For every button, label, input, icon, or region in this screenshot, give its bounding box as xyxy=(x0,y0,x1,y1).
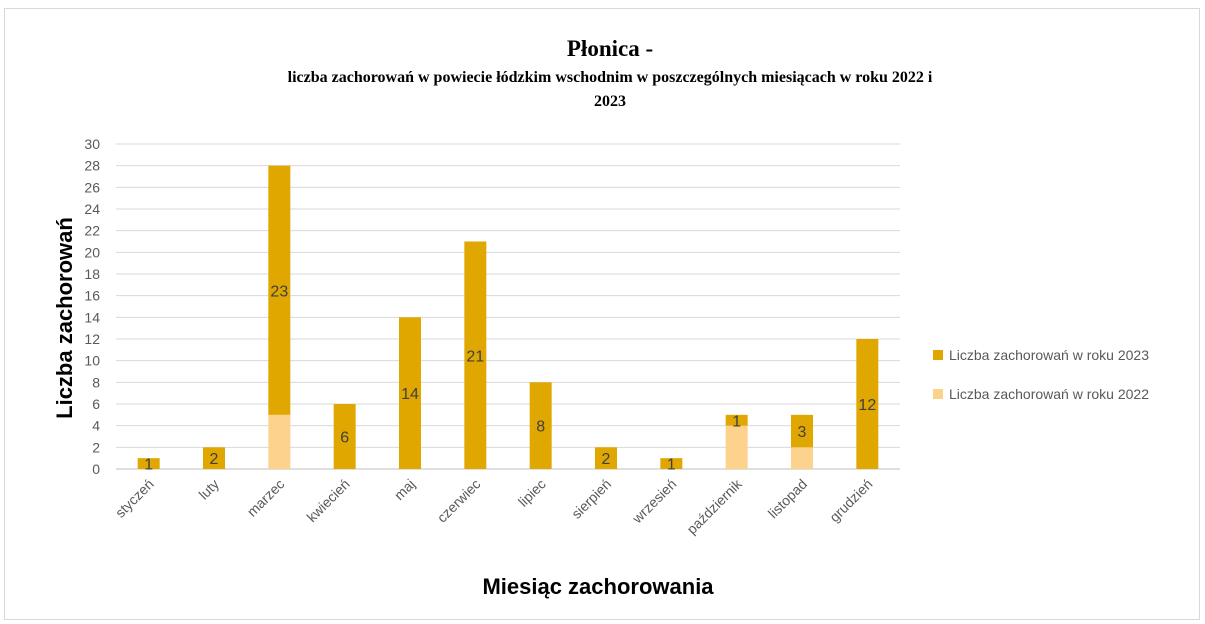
x-tick-label: listopad xyxy=(765,476,810,521)
bar-segment xyxy=(595,447,617,469)
y-tick-label: 6 xyxy=(92,396,100,412)
data-label: 21 xyxy=(466,348,484,365)
data-label: 1 xyxy=(732,413,741,430)
y-tick-label: 10 xyxy=(84,353,100,369)
x-tick-label: maj xyxy=(391,476,418,503)
bar-segment xyxy=(203,447,225,469)
data-label: 3 xyxy=(798,424,807,441)
x-tick-label: czerwiec xyxy=(434,476,484,526)
chart-title: Płonica - xyxy=(567,36,653,61)
x-tick-label: styczeń xyxy=(112,476,157,521)
data-label: 6 xyxy=(340,430,349,447)
chart-frame xyxy=(4,8,1200,620)
y-tick-label: 2 xyxy=(92,439,100,455)
y-tick-label: 30 xyxy=(84,136,100,152)
bar-segment xyxy=(333,404,356,469)
bar-segment xyxy=(268,414,291,469)
bar-segment xyxy=(268,165,291,415)
y-axis-title: Liczba zachorowań xyxy=(52,217,77,419)
y-tick-label: 26 xyxy=(84,179,100,195)
bar-segment xyxy=(464,241,487,469)
bar-segment xyxy=(856,339,879,469)
bar-segment xyxy=(399,317,421,469)
y-tick-label: 16 xyxy=(84,288,100,304)
y-tick-label: 22 xyxy=(84,223,100,239)
x-tick-label: marzec xyxy=(244,476,288,520)
bar-segment xyxy=(660,458,683,469)
chart-subtitle-line-2: 2023 xyxy=(594,93,626,110)
data-label: 1 xyxy=(144,457,153,474)
bars xyxy=(137,165,879,469)
x-tick-label: grudzień xyxy=(826,476,875,525)
x-tick-label: wrzesień xyxy=(628,476,679,527)
gridlines xyxy=(116,143,900,470)
x-axis-title: Miesiąc zachorowania xyxy=(482,574,714,599)
data-label: 2 xyxy=(210,451,219,468)
legend-label: Liczba zachorowań w roku 2023 xyxy=(949,347,1149,363)
legend-swatch xyxy=(933,350,943,360)
y-tick-label: 14 xyxy=(84,309,100,325)
y-tick-label: 8 xyxy=(92,374,100,390)
legend-label: Liczba zachorowań w roku 2022 xyxy=(949,386,1149,402)
legend-swatch xyxy=(933,389,943,399)
y-tick-label: 28 xyxy=(84,158,100,174)
chart-subtitle-line-1: liczba zachorowań w powiecie łódzkim wsc… xyxy=(288,69,933,86)
y-tick-label: 24 xyxy=(84,201,100,217)
x-tick-label: sierpień xyxy=(568,476,614,522)
legend: Liczba zachorowań w roku 2023 Liczba zach… xyxy=(933,347,1149,402)
data-label: 2 xyxy=(602,451,611,468)
data-label: 14 xyxy=(401,386,419,403)
bar-segment xyxy=(725,414,748,426)
y-tick-label: 0 xyxy=(92,461,100,477)
bar-segment xyxy=(791,447,813,469)
bar-segment xyxy=(529,382,552,469)
bar-segment xyxy=(137,458,160,469)
data-label: 12 xyxy=(858,397,876,414)
data-label: 1 xyxy=(667,457,676,474)
y-tick-label: 20 xyxy=(84,244,100,260)
bar-segment xyxy=(791,414,813,448)
data-label: 23 xyxy=(270,283,288,300)
data-label: 8 xyxy=(536,419,545,436)
y-tick-label: 18 xyxy=(84,266,100,282)
x-axis-ticks: styczeń luty marzec kwiecień maj czerwiec lipi… xyxy=(112,475,876,537)
bar-segment xyxy=(725,425,748,469)
x-tick-label: kwiecień xyxy=(304,476,353,525)
x-tick-label: październik xyxy=(683,475,745,537)
y-tick-label: 4 xyxy=(92,418,100,434)
y-tick-label: 12 xyxy=(84,331,100,347)
x-tick-label: lipiec xyxy=(515,476,549,510)
x-tick-label: luty xyxy=(195,476,222,503)
